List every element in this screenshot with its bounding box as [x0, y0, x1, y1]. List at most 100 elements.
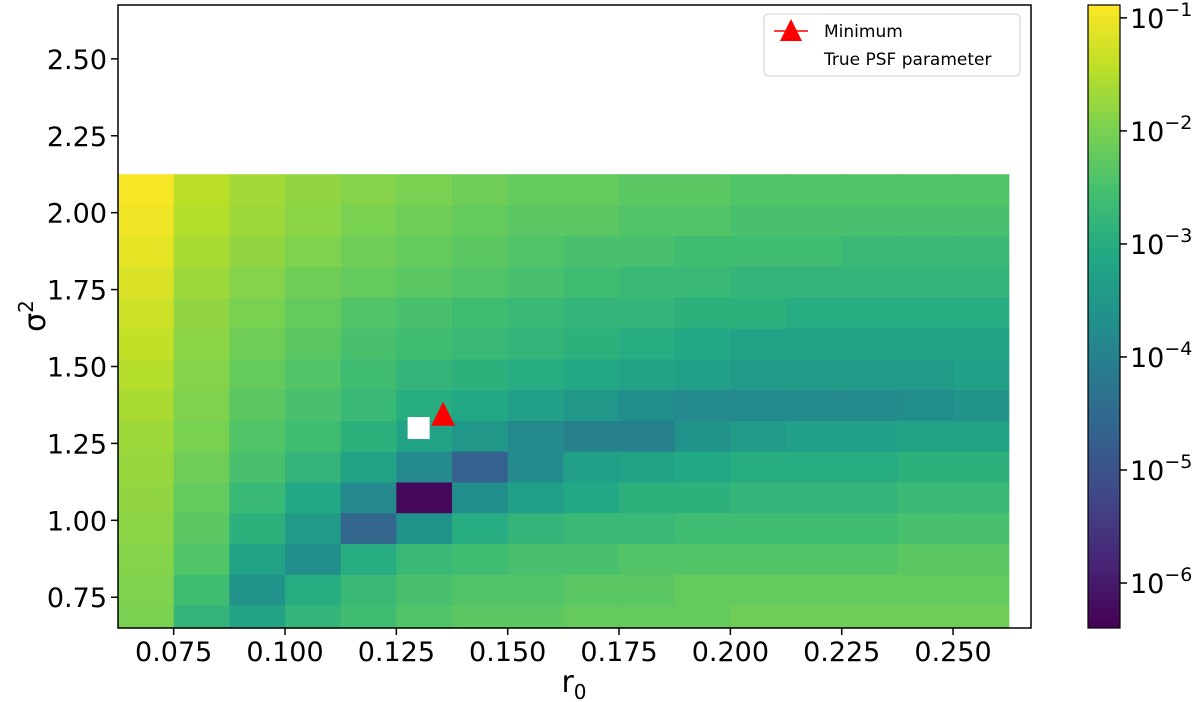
heatmap-cell	[619, 266, 676, 298]
heatmap-cell	[730, 543, 787, 575]
heatmap-cell	[730, 297, 787, 329]
heatmap-cell	[619, 235, 676, 268]
heatmap-cell	[173, 543, 230, 575]
x-tick-label: 0.150	[469, 637, 546, 668]
heatmap-cell	[563, 604, 620, 629]
heatmap-cell	[118, 574, 175, 606]
heatmap-cell	[507, 420, 564, 452]
heatmap-cell	[953, 204, 1010, 237]
heatmap-cell	[452, 389, 509, 421]
heatmap-cell	[507, 328, 564, 360]
heatmap-cell	[674, 204, 731, 237]
heatmap-cell	[897, 389, 954, 421]
y-tick-label: 2.00	[47, 199, 107, 230]
heatmap-cell	[563, 174, 620, 206]
y-axis-label: σ2	[14, 300, 53, 332]
heatmap-cell	[563, 389, 620, 421]
heatmap-cell	[118, 451, 175, 483]
heatmap-cell	[953, 543, 1010, 575]
heatmap-cell	[730, 266, 787, 298]
heatmap-cell	[285, 174, 342, 206]
heatmap-cell	[229, 543, 286, 575]
heatmap-cell	[674, 604, 731, 629]
heatmap-cell	[619, 574, 676, 606]
heatmap-cell	[396, 266, 453, 298]
heatmap-cell	[452, 235, 509, 268]
heatmap-cell	[229, 235, 286, 268]
heatmap-cell	[953, 512, 1010, 544]
heatmap-cell	[340, 389, 397, 421]
heatmap-cell	[118, 235, 175, 268]
y-tick-label: 1.25	[47, 429, 107, 460]
true-psf-marker	[407, 417, 430, 440]
heatmap-cells	[118, 174, 1010, 629]
heatmap-cell	[118, 604, 175, 629]
heatmap-cell	[285, 604, 342, 629]
heatmap-cell	[563, 266, 620, 298]
y-tick-label: 0.75	[47, 583, 107, 614]
heatmap-cell	[953, 266, 1010, 298]
heatmap-cell	[897, 543, 954, 575]
heatmap-cell	[786, 481, 843, 514]
heatmap-cell	[396, 358, 453, 391]
heatmap-cell	[285, 451, 342, 483]
heatmap-cell	[841, 512, 898, 544]
legend: Minimum True PSF parameter	[763, 13, 1021, 77]
heatmap-cell	[285, 481, 342, 514]
heatmap-cell	[786, 235, 843, 268]
heatmap-cell	[786, 297, 843, 329]
heatmap-cell	[229, 604, 286, 629]
heatmap-cell	[897, 328, 954, 360]
heatmap-cell	[229, 512, 286, 544]
heatmap-cell	[897, 512, 954, 544]
x-tick-label: 0.075	[135, 637, 212, 668]
heatmap-cell	[340, 451, 397, 483]
heatmap-cell	[563, 481, 620, 514]
heatmap-cell	[619, 451, 676, 483]
heatmap-cell	[452, 481, 509, 514]
heatmap-cell	[953, 574, 1010, 606]
heatmap-cell	[953, 481, 1010, 514]
minimum-marker	[431, 401, 456, 426]
heatmap-cell	[173, 204, 230, 237]
heatmap-cell	[285, 358, 342, 391]
heatmap-cell	[563, 420, 620, 452]
heatmap-cell	[897, 204, 954, 237]
heatmap-cell	[285, 266, 342, 298]
heatmap-cell	[507, 204, 564, 237]
heatmap-cell	[619, 204, 676, 237]
heatmap-cell	[118, 389, 175, 421]
heatmap-cell	[507, 235, 564, 268]
heatmap-cell	[563, 235, 620, 268]
legend-true-psf-label: True PSF parameter	[823, 50, 992, 70]
heatmap-cell	[173, 389, 230, 421]
heatmap-cell	[953, 358, 1010, 391]
heatmap-cell	[173, 512, 230, 544]
plot-frame	[117, 4, 1032, 629]
heatmap-cell	[229, 204, 286, 237]
heatmap-cell	[173, 451, 230, 483]
heatmap-cell	[229, 174, 286, 206]
heatmap-cell	[340, 574, 397, 606]
heatmap-cell	[507, 512, 564, 544]
heatmap-cell	[841, 574, 898, 606]
legend-minimum-triangle-icon	[780, 19, 802, 41]
heatmap-cell	[897, 235, 954, 268]
x-tick-label: 0.250	[914, 637, 991, 668]
heatmap-cell	[619, 328, 676, 360]
heatmap-cell	[452, 266, 509, 298]
legend-box	[763, 13, 1021, 77]
heatmap-cell	[897, 451, 954, 483]
heatmap-cell	[674, 266, 731, 298]
colorbar-tick-label: 10−6	[1130, 564, 1192, 600]
heatmap-cell	[118, 297, 175, 329]
heatmap-cell	[730, 481, 787, 514]
heatmap-cell	[786, 420, 843, 452]
heatmap-cell	[118, 481, 175, 514]
heatmap-cell	[229, 297, 286, 329]
heatmap-cell	[619, 358, 676, 391]
legend-minimum-label: Minimum	[824, 22, 903, 42]
y-tick-label: 1.00	[47, 506, 107, 537]
heatmap-cell	[563, 574, 620, 606]
heatmap-cell	[674, 543, 731, 575]
